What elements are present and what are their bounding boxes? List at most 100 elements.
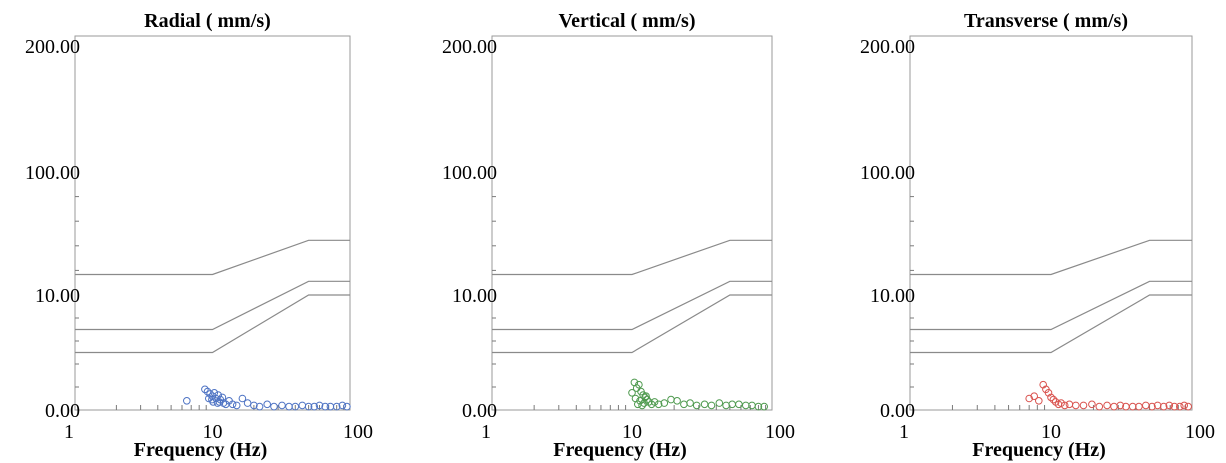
data-point: [219, 399, 228, 407]
y-tick-label: 0.00: [462, 400, 497, 422]
x-axis-label: Frequency (Hz): [972, 439, 1106, 461]
data-point: [654, 400, 663, 409]
data-point: [338, 401, 347, 410]
data-point: [1095, 402, 1104, 411]
y-tick-label: 10.00: [35, 285, 80, 307]
data-point: [1060, 401, 1069, 410]
limit-curve: [75, 280, 350, 331]
y-tick-label: 200.00: [860, 36, 915, 58]
data-point: [1176, 402, 1184, 411]
data-point: [332, 402, 341, 411]
data-point: [228, 400, 237, 409]
x-tick-label: 100: [1185, 421, 1215, 443]
data-point: [238, 394, 247, 403]
data-point: [635, 380, 643, 389]
x-axis-label: Frequency (Hz): [134, 439, 268, 461]
limit-curve: [910, 239, 1192, 276]
x-tick-label: 10: [203, 421, 223, 443]
data-point: [1044, 389, 1053, 397]
y-tick-label: 200.00: [442, 36, 497, 58]
data-point: [760, 402, 769, 411]
x-tick-label: 1: [899, 421, 909, 443]
x-tick-label: 100: [343, 421, 373, 443]
data-point: [250, 401, 258, 410]
limit-curve: [75, 239, 350, 276]
x-tick-label: 1: [64, 421, 74, 443]
data-point: [210, 389, 219, 397]
y-tick-label: 200.00: [25, 36, 80, 58]
data-point: [1184, 402, 1192, 411]
data-point: [285, 402, 293, 411]
data-point: [213, 399, 222, 407]
data-point: [735, 400, 743, 409]
data-point: [1128, 402, 1137, 411]
chart-title: Radial ( mm/s): [144, 10, 271, 32]
data-point: [255, 402, 264, 411]
data-point: [642, 392, 650, 401]
data-point: [715, 399, 724, 407]
data-point: [1103, 401, 1111, 410]
y-tick-label: 100.00: [25, 162, 80, 184]
chart-title: Vertical ( mm/s): [559, 10, 696, 32]
data-point: [1049, 395, 1058, 404]
data-point: [1116, 401, 1125, 410]
data-point: [1047, 393, 1055, 402]
data-point: [263, 400, 272, 409]
data-point: [291, 402, 300, 411]
y-tick-label: 100.00: [860, 162, 915, 184]
data-point: [1142, 401, 1150, 410]
data-point: [1035, 397, 1043, 405]
data-point: [638, 401, 646, 410]
data-point: [754, 402, 763, 411]
data-point: [1148, 402, 1156, 411]
y-tick-label: 0.00: [45, 400, 80, 422]
data-point: [1159, 402, 1168, 411]
chart-title: Transverse ( mm/s): [964, 10, 1128, 32]
data-point: [1025, 394, 1033, 403]
plot-frame: [491, 35, 773, 411]
x-tick-label: 100: [765, 421, 795, 443]
y-tick-label: 10.00: [452, 285, 497, 307]
data-point: [667, 395, 675, 404]
data-point: [1088, 400, 1096, 409]
data-point: [321, 402, 330, 411]
data-point: [680, 400, 688, 409]
data-point: [707, 401, 716, 410]
data-point: [692, 401, 701, 410]
limit-curve: [910, 280, 1192, 331]
data-point: [628, 389, 636, 397]
data-point: [748, 401, 756, 410]
data-point: [641, 393, 649, 402]
data-point: [1065, 400, 1074, 409]
vertical-chart: Vertical ( mm/s) Frequency (Hz) 0.00 10.0…: [442, 10, 795, 461]
y-tick-label: 0.00: [880, 400, 915, 422]
data-point: [232, 401, 241, 410]
data-point: [183, 397, 191, 405]
data-point: [298, 401, 307, 410]
x-tick-label: 10: [1041, 421, 1061, 443]
data-point: [208, 395, 216, 404]
data-point: [634, 400, 642, 409]
limit-curve: [75, 294, 350, 354]
data-point: [1079, 401, 1088, 410]
data-point: [278, 401, 286, 410]
plot-frame: [74, 35, 351, 411]
data-point: [722, 401, 730, 410]
data-point: [660, 399, 669, 407]
radial-chart: Radial ( mm/s) Frequency (Hz) 0.00 10.00 1…: [25, 10, 373, 461]
data-point: [1135, 402, 1143, 411]
data-point: [1180, 401, 1188, 410]
data-point: [315, 401, 324, 410]
y-tick-label: 10.00: [870, 285, 915, 307]
limit-curve: [492, 294, 772, 354]
data-point: [728, 400, 737, 409]
x-tick-label: 1: [481, 421, 491, 443]
limit-curve: [492, 239, 772, 276]
data-point: [243, 399, 252, 407]
data-point: [215, 398, 224, 406]
data-point: [343, 402, 351, 411]
data-point: [686, 399, 694, 407]
data-point: [673, 397, 681, 405]
limit-curve: [492, 280, 772, 331]
